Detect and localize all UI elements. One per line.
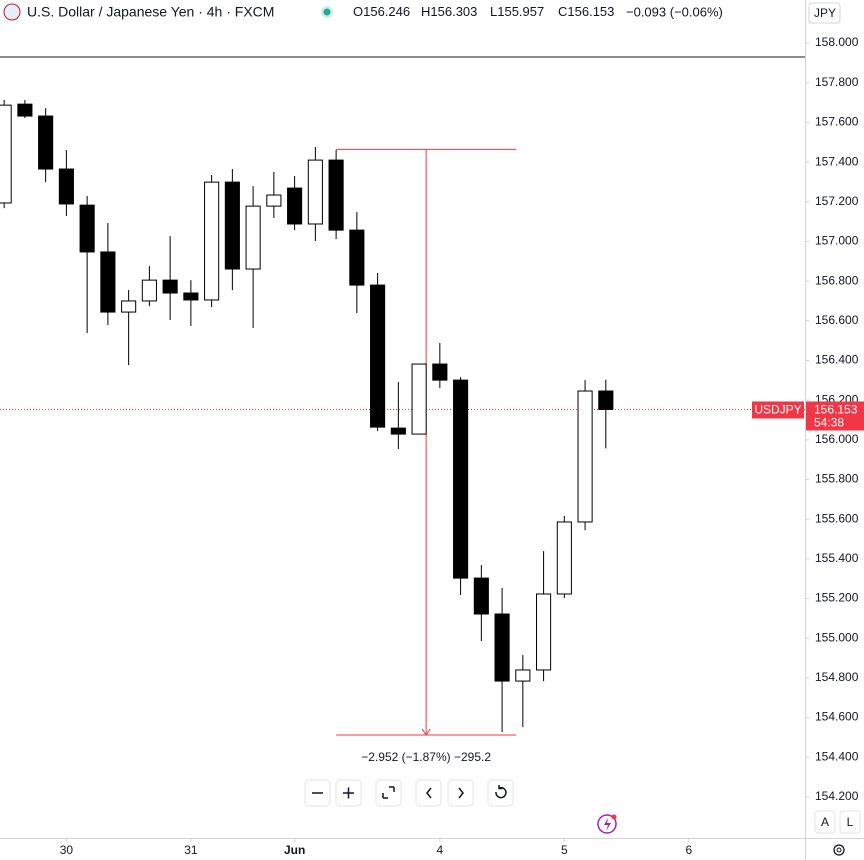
ohlc-key: O xyxy=(353,4,363,19)
y-tick-label: 154.200 xyxy=(815,789,859,803)
candle-body xyxy=(390,427,406,435)
measure-arrowhead xyxy=(421,728,431,736)
y-tick-label: 154.400 xyxy=(815,749,859,763)
candle-body xyxy=(141,279,157,302)
y-tick-label: 156.400 xyxy=(815,353,859,367)
ohlc-value: 155.957 xyxy=(497,4,544,19)
countdown-label: 54:38 xyxy=(814,416,844,430)
x-tick-label: 4 xyxy=(437,843,444,857)
candle-body xyxy=(224,181,240,270)
scroll-right-button[interactable] xyxy=(447,779,474,807)
zoom-out-button[interactable] xyxy=(304,779,331,807)
symbol-tag xyxy=(752,401,804,419)
y-tick-label: 154.600 xyxy=(815,710,859,724)
y-tick-label: 157.200 xyxy=(815,194,859,208)
x-tick-label: 30 xyxy=(60,843,74,857)
candle-body xyxy=(307,159,323,225)
price-label: 156.153 xyxy=(814,403,858,417)
measure-label: −2.952 (−1.87%) −295.2 xyxy=(361,750,491,764)
ohlc-value: 156.246 xyxy=(363,4,410,19)
candle-body xyxy=(536,593,552,671)
status-dot xyxy=(323,8,331,16)
y-tick-label: 157.800 xyxy=(815,75,859,89)
scale-button-label: A xyxy=(821,815,829,829)
candle-body xyxy=(328,159,344,231)
y-tick-label: 156.800 xyxy=(815,273,859,287)
candle-body xyxy=(598,390,614,410)
symbol-label: USDJPY xyxy=(754,403,801,417)
x-tick-label: 31 xyxy=(184,843,198,857)
lightning-icon[interactable] xyxy=(597,814,617,834)
ohlc-item: O156.246 xyxy=(353,4,410,19)
candle-body xyxy=(287,187,303,225)
y-tick-label: 157.400 xyxy=(815,154,859,168)
header: U.S. Dollar / Japanese Yen · 4h · FXCM xyxy=(3,3,333,21)
candle-body xyxy=(370,284,386,428)
candle-body xyxy=(0,104,12,204)
candle-body xyxy=(349,229,365,286)
ohlc-change: −0.093 (−0.06%) xyxy=(626,4,723,19)
candle-body xyxy=(58,168,74,205)
currency-label: JPY xyxy=(814,6,836,20)
candle-body xyxy=(245,205,261,270)
ohlc-value: 156.303 xyxy=(430,4,477,19)
y-tick-label: 155.400 xyxy=(815,551,859,565)
x-tick-label: Jun xyxy=(284,843,305,857)
price-tag xyxy=(806,401,864,431)
ohlc-key: C xyxy=(558,4,567,19)
reset-button[interactable] xyxy=(487,779,514,807)
candle-body xyxy=(411,363,427,435)
scale-button[interactable] xyxy=(839,810,861,834)
candle-body xyxy=(162,279,178,294)
candle-body xyxy=(79,204,95,253)
candle-body xyxy=(473,577,489,615)
ohlc-key: L xyxy=(490,4,497,19)
candle-body xyxy=(204,181,220,301)
y-tick-label: 156.600 xyxy=(815,313,859,327)
y-tick-label: 155.600 xyxy=(815,511,859,525)
ohlc-item: H156.303 xyxy=(421,4,477,19)
candle-body xyxy=(183,292,199,301)
y-tick-label: 158.000 xyxy=(815,35,859,49)
candle-body xyxy=(494,613,510,682)
ohlc-key: H xyxy=(421,4,430,19)
ohlc-value: 156.153 xyxy=(567,4,614,19)
y-tick-label: 154.800 xyxy=(815,670,859,684)
candle-body xyxy=(17,103,33,117)
scale-button-label: L xyxy=(847,815,854,829)
candle-body xyxy=(38,115,54,170)
scroll-left-button[interactable] xyxy=(415,779,442,807)
x-tick-label: 6 xyxy=(685,843,692,857)
reset-scale-button[interactable] xyxy=(375,779,402,807)
candle-body xyxy=(100,251,116,313)
settings-icon[interactable] xyxy=(833,844,845,856)
zoom-in-button[interactable] xyxy=(335,779,362,807)
candle-body xyxy=(121,300,137,313)
candle-body xyxy=(453,379,469,579)
x-tick-label: 5 xyxy=(561,843,568,857)
y-tick-label: 156.000 xyxy=(815,432,859,446)
y-tick-label: 155.000 xyxy=(815,630,859,644)
chart-title: U.S. Dollar / Japanese Yen · 4h · FXCM xyxy=(27,4,274,20)
y-tick-label: 157.600 xyxy=(815,115,859,129)
y-tick-label: 157.000 xyxy=(815,234,859,248)
ohlc-item: C156.153 xyxy=(558,4,614,19)
candle-body xyxy=(515,669,531,682)
scale-button[interactable] xyxy=(814,810,836,834)
flag-icon xyxy=(3,3,21,21)
y-tick-label: 155.200 xyxy=(815,591,859,605)
candle-body xyxy=(556,521,572,595)
ohlc-item: L155.957 xyxy=(490,4,544,19)
toolbar xyxy=(304,779,514,807)
candle-body xyxy=(432,363,448,381)
candle-body xyxy=(577,390,593,523)
y-tick-label: 155.800 xyxy=(815,472,859,486)
candle-body xyxy=(266,194,282,207)
currency-button[interactable] xyxy=(808,2,841,24)
